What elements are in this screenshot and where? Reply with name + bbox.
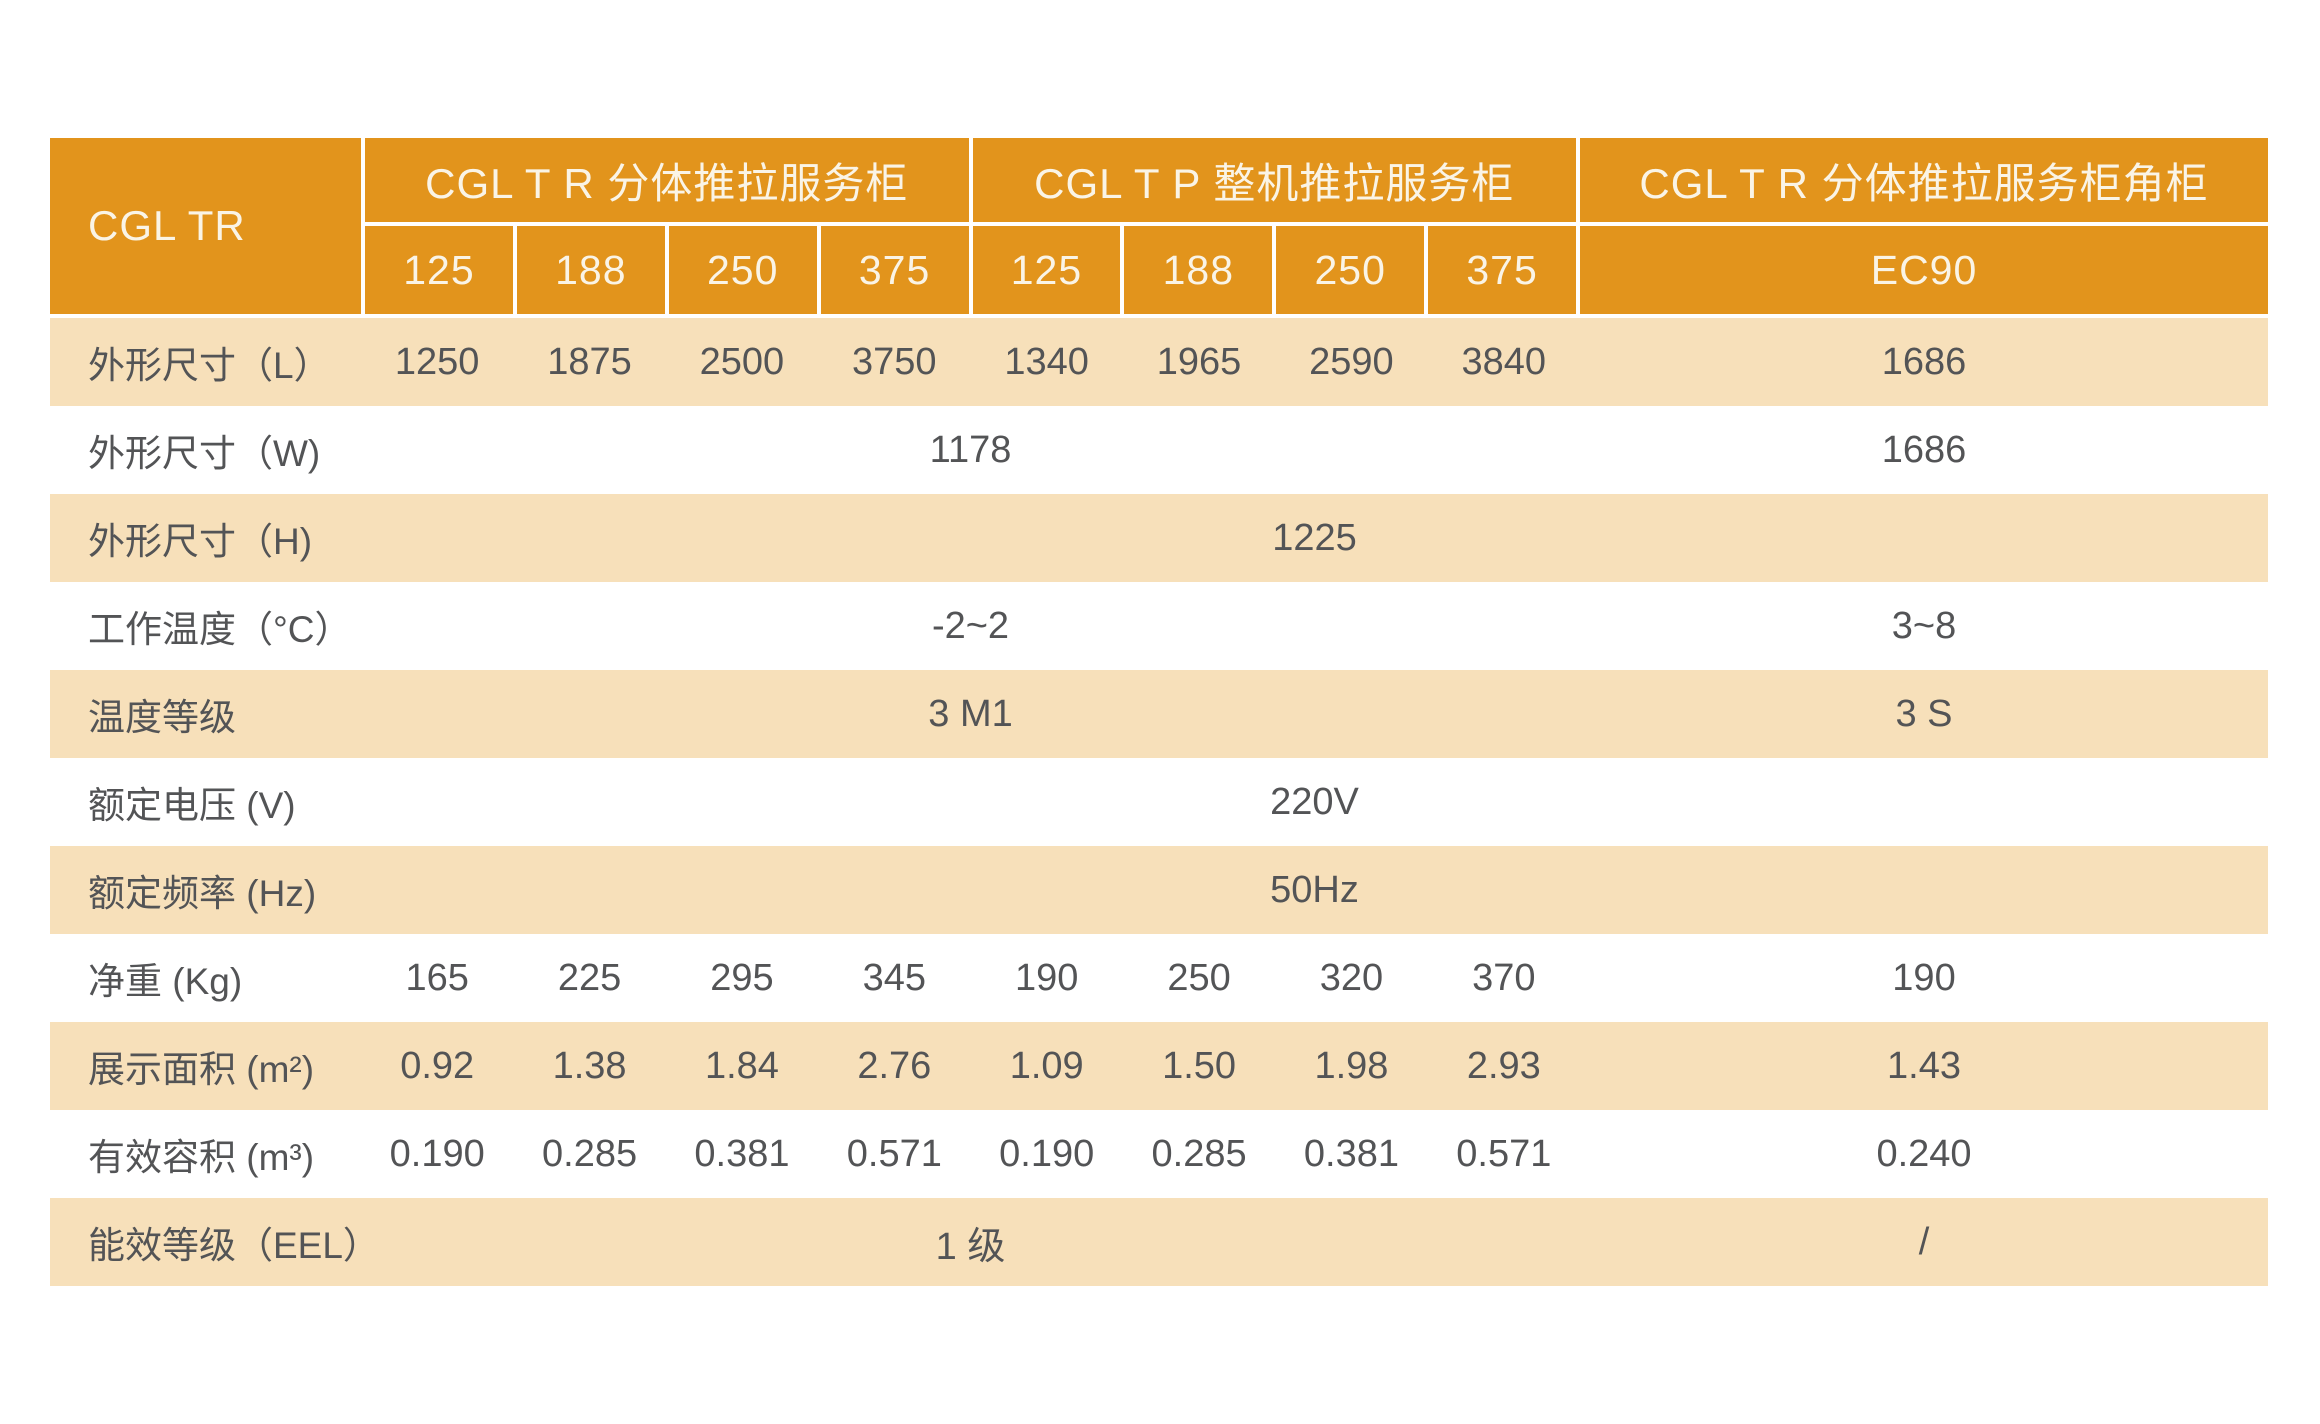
cell-value: 0.190 — [389, 1132, 485, 1175]
spec-table: CGL TR CGL T R 分体推拉服务柜 CGL T P 整机推拉服务柜 C… — [50, 138, 2268, 1286]
cell-value: 225 — [557, 956, 622, 999]
cell-value: 0.571 — [846, 1132, 942, 1175]
ec90-value: 1.43 — [1887, 1044, 1961, 1087]
ec90-value: 1686 — [1881, 428, 1967, 471]
cell-value: 2.76 — [857, 1044, 932, 1087]
row-label: 外形尺寸（W) — [88, 433, 321, 474]
cell-value: 1.38 — [552, 1044, 627, 1087]
cell-value: 295 — [710, 956, 774, 999]
cell-value: 1.09 — [1009, 1044, 1084, 1087]
row-label: 工作温度（°C） — [88, 609, 352, 650]
table-row-dim-l: 外形尺寸（L） 1250 1875 2500 3750 1340 1965 25… — [50, 318, 2268, 406]
table-row-effective-volume: 有效容积 (m³) 0.190 0.285 0.381 0.571 0.190 … — [50, 1110, 2268, 1198]
row-label: 温度等级 — [88, 697, 236, 738]
col-header-375-tp: 375 — [1428, 226, 1576, 314]
cell-value: 3840 — [1461, 340, 1547, 383]
cell-value: 0.285 — [542, 1132, 638, 1175]
cell-value: 1965 — [1156, 340, 1242, 383]
col-header-188-tp: 188 — [1124, 226, 1273, 314]
cell-value: 0.381 — [1303, 1132, 1399, 1175]
table-header: CGL TR CGL T R 分体推拉服务柜 CGL T P 整机推拉服务柜 C… — [50, 138, 2268, 314]
cell-value: 165 — [405, 956, 469, 999]
group-header-cgl-tr: CGL T R 分体推拉服务柜 — [365, 138, 969, 222]
group-header-cgl-tr-corner: CGL T R 分体推拉服务柜角柜 — [1580, 138, 2268, 222]
ec90-value: 3 S — [1895, 692, 1953, 735]
cell-value: 0.381 — [694, 1132, 790, 1175]
table-row-work-temp: 工作温度（°C） -2~2 3~8 — [50, 582, 2268, 670]
cell-value: 320 — [1319, 956, 1384, 999]
table-row-temp-class: 温度等级 3 M1 3 S — [50, 670, 2268, 758]
table-row-dim-h: 外形尺寸（H) 1225 — [50, 494, 2268, 582]
ec90-value: / — [1918, 1220, 1930, 1263]
row-label: 有效容积 (m³) — [88, 1137, 315, 1178]
col-header-250: 250 — [668, 226, 817, 314]
col-header-125: 125 — [365, 226, 513, 314]
cell-value: 0.92 — [400, 1044, 475, 1087]
merged-value: 1 级 — [935, 1225, 1006, 1268]
cell-value: 0.190 — [999, 1132, 1095, 1175]
cell-value: 1.98 — [1314, 1044, 1389, 1087]
merged-value: 1225 — [1272, 516, 1357, 559]
cell-value: 3750 — [852, 340, 937, 383]
ec90-value: 3~8 — [1891, 604, 1957, 647]
row-label: 外形尺寸（H) — [88, 521, 313, 562]
cell-value: 1.84 — [704, 1044, 779, 1087]
cell-value: 2.93 — [1466, 1044, 1541, 1087]
corner-cell: CGL TR — [50, 138, 361, 314]
cell-value: 250 — [1167, 956, 1231, 999]
merged-value: 220V — [1270, 780, 1359, 823]
table-row-net-weight: 净重 (Kg) 165 225 295 345 190 250 320 370 … — [50, 934, 2268, 1022]
table-body: 外形尺寸（L） 1250 1875 2500 3750 1340 1965 25… — [50, 318, 2268, 1286]
ec90-value: 190 — [1892, 956, 1956, 999]
col-header-250-tp: 250 — [1276, 226, 1425, 314]
cell-value: 1.50 — [1162, 1044, 1237, 1087]
table-row-display-area: 展示面积 (m²) 0.92 1.38 1.84 2.76 1.09 1.50 … — [50, 1022, 2268, 1110]
table-row-voltage: 额定电压 (V) 220V — [50, 758, 2268, 846]
cell-value: 2500 — [699, 340, 785, 383]
merged-value: 50Hz — [1270, 868, 1359, 911]
cell-value: 0.285 — [1151, 1132, 1247, 1175]
cell-value: 190 — [1014, 956, 1079, 999]
group-header-cgl-tp: CGL T P 整机推拉服务柜 — [972, 138, 1576, 222]
cell-value: 2590 — [1309, 340, 1394, 383]
cell-value: 1340 — [1004, 340, 1089, 383]
row-label: 展示面积 (m²) — [88, 1049, 315, 1090]
row-label: 额定电压 (V) — [88, 785, 296, 826]
col-header-188: 188 — [516, 226, 665, 314]
cell-value: 1250 — [394, 340, 480, 383]
cell-value: 345 — [862, 956, 927, 999]
ec90-value: 1686 — [1881, 340, 1967, 383]
table-row-energy-efficiency: 能效等级（EEL） 1 级 / — [50, 1198, 2268, 1286]
table-row-dim-w: 外形尺寸（W) 1178 1686 — [50, 406, 2268, 494]
cell-value: 370 — [1472, 956, 1536, 999]
col-header-ec90: EC90 — [1580, 226, 2268, 314]
col-header-125-tp: 125 — [972, 226, 1121, 314]
table-row-frequency: 额定频率 (Hz) 50Hz — [50, 846, 2268, 934]
cell-value: 1875 — [547, 340, 632, 383]
col-header-375: 375 — [820, 226, 969, 314]
merged-value: -2~2 — [931, 604, 1010, 647]
row-label: 外形尺寸（L） — [88, 345, 331, 386]
merged-value: 3 M1 — [928, 692, 1013, 735]
row-label: 净重 (Kg) — [88, 961, 243, 1002]
merged-value: 1178 — [929, 428, 1012, 471]
cell-value: 0.571 — [1456, 1132, 1552, 1175]
ec90-value: 0.240 — [1876, 1132, 1972, 1175]
row-label: 额定频率 (Hz) — [88, 873, 317, 914]
row-label: 能效等级（EEL） — [88, 1225, 380, 1266]
